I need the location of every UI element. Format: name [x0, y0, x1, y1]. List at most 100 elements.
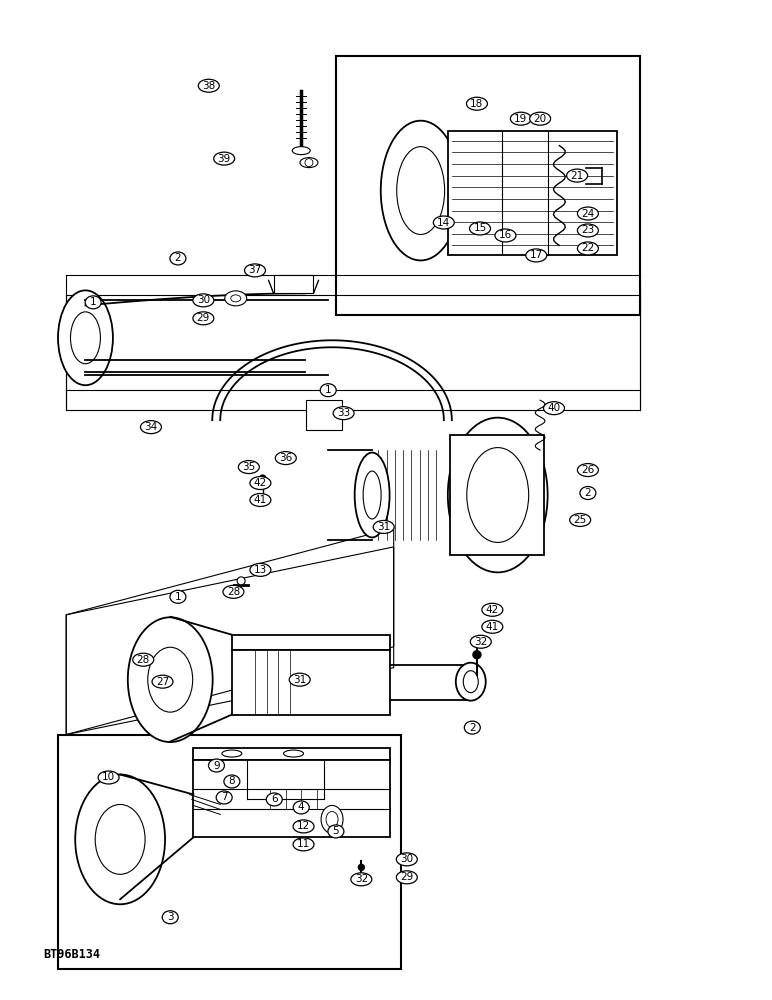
Ellipse shape	[350, 873, 372, 886]
Text: 17: 17	[530, 250, 543, 260]
Circle shape	[473, 651, 481, 659]
Bar	[273, 275, 313, 293]
Text: 20: 20	[533, 114, 547, 124]
Text: 30: 30	[197, 295, 210, 305]
Text: 32: 32	[474, 637, 487, 647]
Text: 11: 11	[297, 839, 310, 849]
Ellipse shape	[290, 673, 310, 686]
Ellipse shape	[239, 461, 259, 474]
Text: 39: 39	[218, 154, 231, 164]
Ellipse shape	[170, 252, 186, 265]
Circle shape	[305, 159, 313, 167]
Ellipse shape	[326, 811, 338, 827]
Ellipse shape	[128, 617, 212, 742]
Ellipse shape	[245, 264, 266, 277]
Ellipse shape	[152, 675, 173, 688]
Ellipse shape	[266, 793, 283, 806]
Ellipse shape	[223, 585, 244, 598]
Text: 12: 12	[297, 821, 310, 831]
Text: 19: 19	[514, 114, 527, 124]
Ellipse shape	[363, 471, 381, 519]
Ellipse shape	[373, 520, 394, 533]
Text: 42: 42	[254, 478, 267, 488]
Text: 7: 7	[221, 792, 228, 802]
Polygon shape	[193, 748, 390, 760]
Polygon shape	[450, 435, 544, 555]
Ellipse shape	[354, 453, 390, 537]
Ellipse shape	[216, 791, 232, 804]
Circle shape	[358, 864, 364, 870]
Text: 34: 34	[144, 422, 157, 432]
Text: 3: 3	[167, 912, 174, 922]
Ellipse shape	[321, 805, 343, 833]
Ellipse shape	[510, 112, 531, 125]
Ellipse shape	[208, 759, 225, 772]
Text: 1: 1	[174, 592, 181, 602]
Ellipse shape	[250, 477, 271, 490]
Ellipse shape	[224, 775, 240, 788]
Ellipse shape	[293, 838, 314, 851]
Ellipse shape	[495, 229, 516, 242]
Ellipse shape	[482, 620, 503, 633]
Ellipse shape	[276, 452, 296, 465]
Ellipse shape	[482, 603, 503, 616]
Circle shape	[237, 577, 245, 585]
Ellipse shape	[133, 653, 154, 666]
Text: 2: 2	[584, 488, 591, 498]
Ellipse shape	[293, 820, 314, 833]
Text: 26: 26	[581, 465, 594, 475]
Text: 22: 22	[581, 243, 594, 253]
Bar	[59, 735, 401, 969]
Text: 31: 31	[293, 675, 306, 685]
Ellipse shape	[147, 647, 193, 712]
Polygon shape	[232, 650, 390, 715]
Text: 28: 28	[227, 587, 240, 597]
Text: 6: 6	[271, 794, 278, 804]
Text: 29: 29	[197, 313, 210, 323]
Text: 42: 42	[486, 605, 499, 615]
Ellipse shape	[75, 775, 165, 904]
Polygon shape	[232, 635, 390, 650]
Text: 32: 32	[354, 874, 368, 884]
Ellipse shape	[141, 421, 161, 434]
Ellipse shape	[397, 147, 445, 234]
Text: 29: 29	[400, 872, 414, 882]
Ellipse shape	[463, 671, 478, 693]
Text: 40: 40	[547, 403, 560, 413]
Text: 21: 21	[571, 171, 584, 181]
Text: 2: 2	[469, 723, 476, 733]
Text: 37: 37	[249, 265, 262, 275]
Ellipse shape	[543, 402, 564, 415]
Ellipse shape	[464, 721, 480, 734]
Ellipse shape	[577, 242, 598, 255]
Ellipse shape	[70, 312, 100, 364]
Ellipse shape	[225, 291, 247, 306]
Ellipse shape	[85, 296, 101, 309]
Ellipse shape	[433, 216, 454, 229]
Text: 8: 8	[229, 776, 235, 786]
Text: 5: 5	[333, 826, 339, 836]
Text: 15: 15	[473, 223, 486, 233]
Ellipse shape	[526, 249, 547, 262]
Ellipse shape	[293, 147, 310, 155]
Polygon shape	[66, 528, 394, 735]
Ellipse shape	[162, 911, 178, 924]
Ellipse shape	[381, 121, 461, 260]
Ellipse shape	[231, 295, 241, 302]
Ellipse shape	[198, 79, 219, 92]
Text: 30: 30	[400, 854, 413, 864]
Bar	[336, 56, 640, 315]
Ellipse shape	[466, 97, 487, 110]
Ellipse shape	[448, 418, 547, 572]
Bar	[306, 400, 342, 430]
Ellipse shape	[250, 494, 271, 506]
Ellipse shape	[98, 771, 119, 784]
Circle shape	[259, 475, 266, 481]
Ellipse shape	[193, 294, 214, 307]
Text: 24: 24	[581, 209, 594, 219]
Text: 36: 36	[279, 453, 293, 463]
Text: 18: 18	[470, 99, 483, 109]
Text: 27: 27	[156, 677, 169, 687]
Text: 25: 25	[574, 515, 587, 525]
Ellipse shape	[577, 207, 598, 220]
